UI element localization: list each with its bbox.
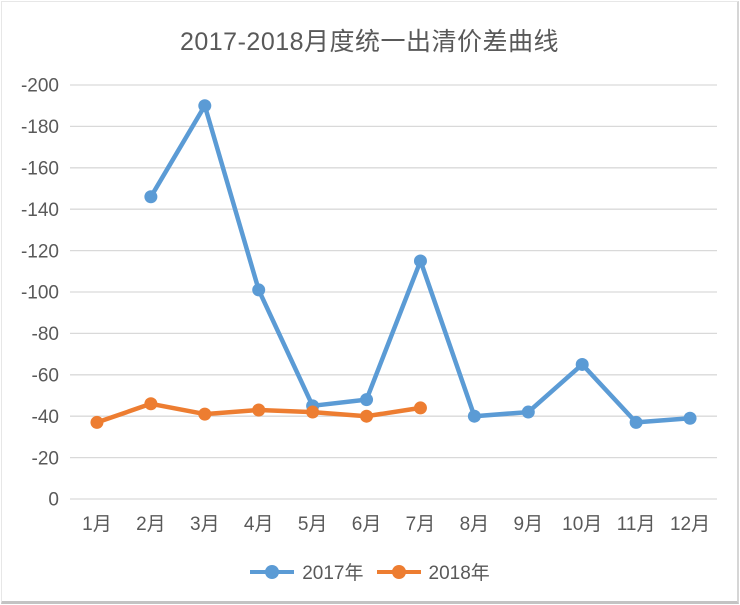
x-axis-label: 7月 [406,514,436,535]
x-axis-label: 12月 [670,514,710,535]
legend-item-2017年: 2017年 [249,558,364,585]
y-tick-label: -20 [32,448,59,469]
data-point-marker [467,409,481,423]
data-point-marker [413,254,427,268]
x-axis-label: 8月 [460,514,490,535]
chart-title: 2017-2018月度统一出清价差曲线 [179,28,560,56]
x-axis-label: 4月 [244,514,274,535]
data-point-marker [629,415,643,429]
data-point-marker [144,190,158,204]
y-tick-label: -180 [21,117,59,138]
data-point-marker [198,99,212,113]
x-axis-label: 11月 [617,514,656,535]
y-tick-label: -60 [32,365,59,386]
data-point-marker [360,409,374,423]
data-point-marker [90,415,104,429]
data-point-marker [252,283,266,297]
x-axis-label: 9月 [514,514,544,535]
y-tick-label: -140 [21,200,59,221]
x-axis-label: 10月 [562,514,602,535]
y-tick-label: -160 [21,158,59,179]
data-point-marker [198,407,212,421]
y-tick-label: -120 [21,241,59,262]
x-axis-label: 5月 [298,514,328,535]
x-axis-label: 6月 [352,514,382,535]
legend-label: 2018年 [428,563,490,584]
data-point-marker [144,397,158,411]
legend-line-dot-marker [376,564,421,579]
x-axis-label: 1月 [82,514,112,535]
y-tick-label: -40 [32,407,59,428]
chart-legend: 2017年 2018年 [2,558,737,585]
data-point-marker [360,393,374,407]
legend-label: 2017年 [302,563,364,584]
data-point-marker [575,357,589,371]
data-point-marker [521,405,535,419]
y-tick-label: -200 [21,76,59,97]
y-tick-label: 0 [48,490,59,511]
legend-item-2018年: 2018年 [376,558,490,585]
legend-line-dot-marker [250,564,295,579]
data-point-marker [252,403,266,417]
data-point-marker [413,401,427,415]
y-tick-label: -80 [32,324,59,345]
data-point-marker [306,405,320,419]
x-axis-label: 3月 [190,514,220,535]
y-tick-label: -100 [21,283,59,304]
x-axis-label: 2月 [136,514,166,535]
data-point-marker [683,411,697,425]
